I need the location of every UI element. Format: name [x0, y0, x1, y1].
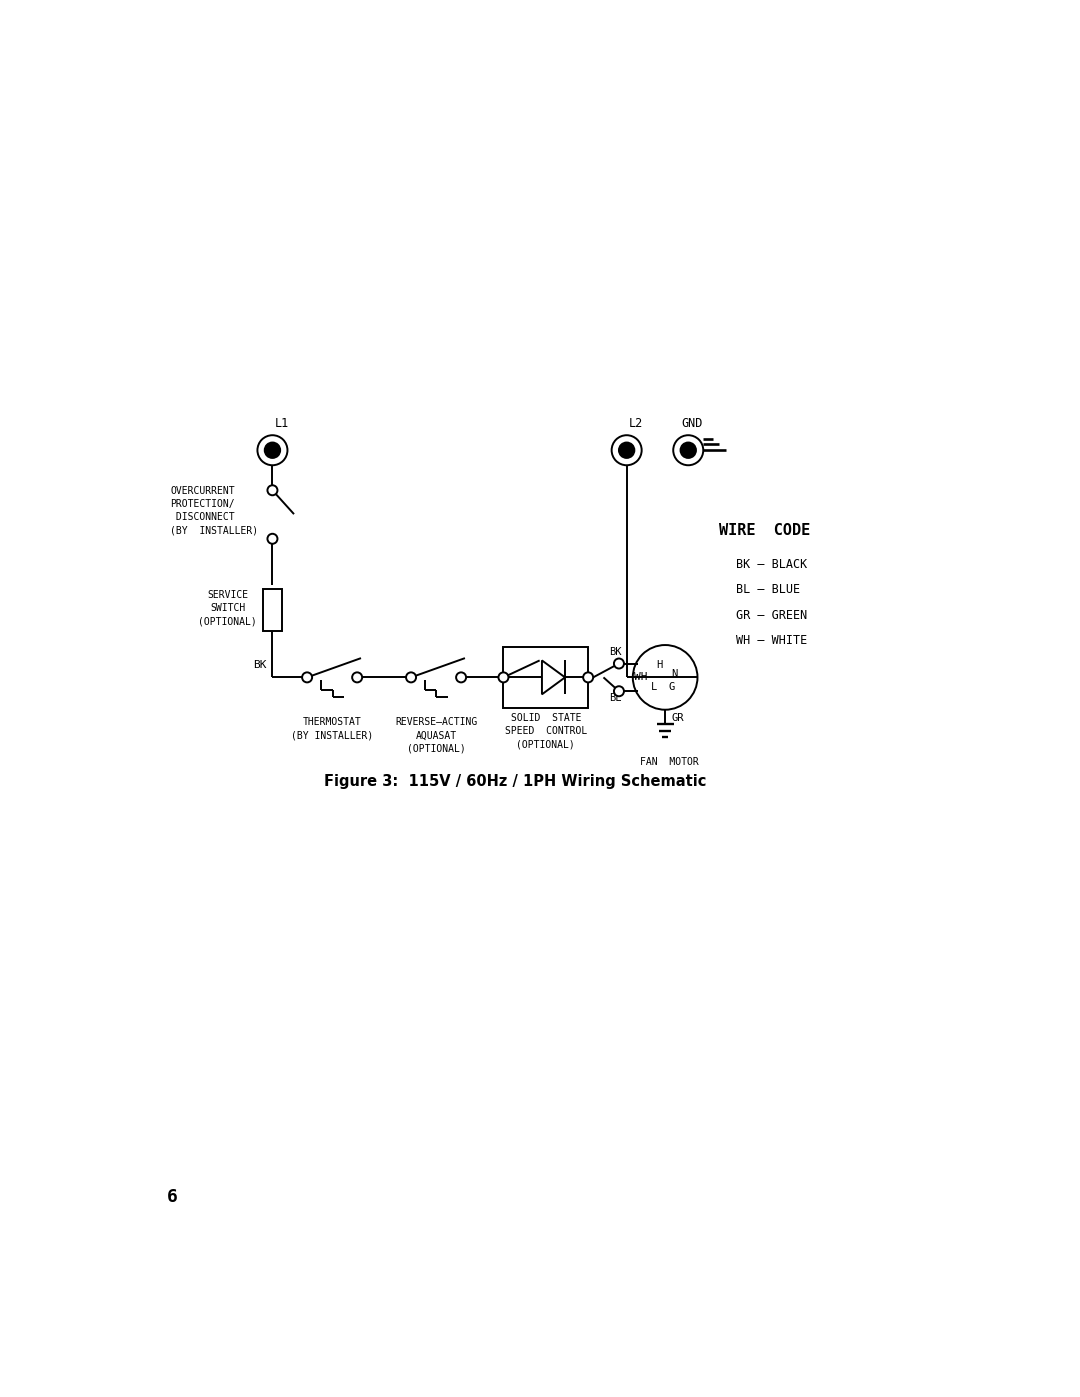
Text: FAN  MOTOR: FAN MOTOR	[639, 757, 699, 767]
Text: WIRE  CODE: WIRE CODE	[719, 524, 810, 538]
Text: SERVICE
SWITCH
(OPTIONAL): SERVICE SWITCH (OPTIONAL)	[199, 590, 257, 626]
Circle shape	[406, 672, 416, 682]
Circle shape	[613, 686, 624, 696]
Text: L2: L2	[629, 418, 643, 430]
Circle shape	[611, 436, 642, 465]
Text: OVERCURRENT
PROTECTION/
 DISCONNECT
(BY  INSTALLER): OVERCURRENT PROTECTION/ DISCONNECT (BY I…	[171, 486, 258, 535]
Text: GND: GND	[681, 418, 703, 430]
Circle shape	[302, 672, 312, 682]
Circle shape	[619, 443, 634, 458]
Text: G: G	[669, 682, 674, 692]
Circle shape	[257, 436, 287, 465]
Text: GR: GR	[672, 712, 684, 722]
Text: BK: BK	[609, 647, 621, 657]
Circle shape	[268, 485, 278, 496]
Text: L1: L1	[274, 418, 288, 430]
Text: BK: BK	[253, 659, 267, 669]
Text: BL: BL	[609, 693, 621, 703]
Circle shape	[352, 672, 362, 682]
Circle shape	[499, 672, 509, 682]
Circle shape	[268, 534, 278, 543]
Text: REVERSE–ACTING
AQUASAT
(OPTIONAL): REVERSE–ACTING AQUASAT (OPTIONAL)	[395, 718, 477, 754]
Circle shape	[265, 443, 280, 458]
Text: BK – BLACK: BK – BLACK	[735, 557, 807, 571]
Text: N: N	[672, 669, 677, 679]
Text: THERMOSTAT
(BY INSTALLER): THERMOSTAT (BY INSTALLER)	[291, 718, 374, 740]
Circle shape	[673, 436, 703, 465]
Text: BL – BLUE: BL – BLUE	[735, 584, 800, 597]
Circle shape	[680, 443, 696, 458]
Bar	[264, 588, 282, 631]
Text: Figure 3:  115V / 60Hz / 1PH Wiring Schematic: Figure 3: 115V / 60Hz / 1PH Wiring Schem…	[324, 774, 706, 789]
Circle shape	[583, 672, 593, 682]
Text: H: H	[656, 659, 662, 671]
Text: 6: 6	[167, 1189, 178, 1207]
Bar	[503, 647, 589, 708]
Text: WH: WH	[634, 672, 648, 682]
Text: SOLID  STATE
SPEED  CONTROL
(OPTIONAL): SOLID STATE SPEED CONTROL (OPTIONAL)	[504, 712, 586, 749]
Text: L: L	[651, 682, 658, 692]
Text: GR – GREEN: GR – GREEN	[735, 609, 807, 622]
Circle shape	[456, 672, 467, 682]
Circle shape	[613, 658, 624, 669]
Text: WH – WHITE: WH – WHITE	[735, 634, 807, 647]
